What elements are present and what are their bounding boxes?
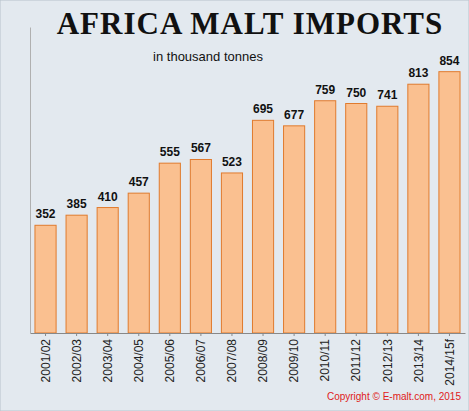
data-label: 352 — [36, 207, 56, 221]
x-tick-label: 2013/14 — [412, 339, 426, 383]
data-label: 741 — [377, 88, 397, 102]
x-tick: 2005/06 — [163, 333, 177, 382]
x-tick-label: 2011/12 — [349, 339, 363, 382]
x-tick-mark — [356, 333, 357, 336]
x-tick: 2009/10 — [287, 333, 301, 382]
x-tick-mark — [325, 333, 326, 336]
data-label: 410 — [98, 190, 118, 204]
x-tick: 2014/15f — [443, 333, 457, 386]
x-tick-label: 2006/07 — [194, 339, 208, 383]
x-tick-label: 2014/15f — [443, 338, 457, 385]
x-tick: 2003/04 — [101, 333, 115, 382]
bar — [190, 159, 211, 333]
x-tick-label: 2002/03 — [70, 339, 84, 383]
bar — [97, 208, 118, 333]
x-tick-label: 2004/05 — [132, 339, 146, 383]
x-tick-mark — [263, 333, 264, 336]
data-label: 854 — [439, 54, 459, 68]
x-tick: 2001/02 — [39, 333, 53, 382]
bar — [377, 106, 398, 333]
data-labels: 352 385 410 457 555 567 523 695 677 759 750 741 813 8… — [36, 54, 460, 222]
annotation: Copyright © E-malt.com, 2015 — [327, 391, 462, 402]
data-label: 523 — [222, 155, 242, 169]
x-tick: 2013/14 — [412, 333, 426, 382]
chart: 352 385 410 457 555 567 523 695 677 759 750 741 813 8… — [0, 0, 469, 411]
bar — [128, 193, 149, 333]
data-label: 750 — [346, 86, 366, 100]
x-tick: 2004/05 — [132, 333, 146, 382]
x-tick-mark — [169, 333, 170, 336]
bar — [346, 104, 367, 334]
x-tick: 2002/03 — [70, 333, 84, 382]
bars — [35, 72, 460, 333]
background — [0, 0, 469, 411]
x-tick-mark — [45, 333, 46, 336]
data-label: 457 — [129, 175, 149, 189]
x-tick-mark — [138, 333, 139, 336]
bar — [159, 163, 180, 333]
x-tick: 2008/09 — [256, 333, 270, 382]
bar — [315, 101, 336, 333]
x-tick-label: 2009/10 — [287, 339, 301, 383]
bar — [252, 120, 273, 333]
bar — [66, 215, 87, 333]
bar — [284, 126, 305, 333]
x-tick-mark — [294, 333, 295, 336]
data-label: 567 — [191, 141, 211, 155]
x-tick-label: 2010/11 — [318, 339, 332, 382]
x-axis-line — [31, 333, 466, 334]
x-tick-label: 2008/09 — [256, 339, 270, 383]
x-tick-mark — [107, 333, 108, 336]
x-tick: 2006/07 — [194, 333, 208, 382]
x-tick-label: 2012/13 — [381, 339, 395, 383]
data-label: 385 — [67, 197, 87, 211]
bar — [408, 84, 429, 333]
x-tick-mark — [200, 333, 201, 336]
x-tick-label: 2003/04 — [101, 339, 115, 383]
data-label: 695 — [253, 102, 273, 116]
x-tick: 2010/11 — [318, 333, 332, 382]
x-tick-mark — [387, 333, 388, 336]
subtitle: in thousand tonnes — [153, 49, 263, 64]
data-label: 555 — [160, 145, 180, 159]
x-tick-mark — [418, 333, 419, 336]
title: AFRICA MALT IMPORTS — [57, 6, 444, 41]
data-label: 759 — [315, 83, 335, 97]
bar — [439, 72, 460, 333]
x-tick: 2007/08 — [225, 333, 239, 382]
y-axis — [30, 28, 31, 334]
x-tick-label: 2007/08 — [225, 339, 239, 383]
x-tick-label: 2001/02 — [39, 339, 53, 383]
bar — [221, 173, 242, 333]
x-tick-label: 2005/06 — [163, 339, 177, 383]
x-tick-mark — [231, 333, 232, 336]
x-tick-mark — [449, 333, 450, 336]
y-axis-line — [30, 28, 31, 334]
x-tick: 2012/13 — [381, 333, 395, 382]
bar — [35, 225, 56, 333]
data-label: 813 — [408, 66, 428, 80]
x-tick-mark — [76, 333, 77, 336]
data-label: 677 — [284, 108, 304, 122]
x-tick: 2011/12 — [349, 333, 363, 382]
x-axis: 2001/02 2002/03 2003/04 2004/05 2005/06 2006/… — [31, 333, 466, 386]
